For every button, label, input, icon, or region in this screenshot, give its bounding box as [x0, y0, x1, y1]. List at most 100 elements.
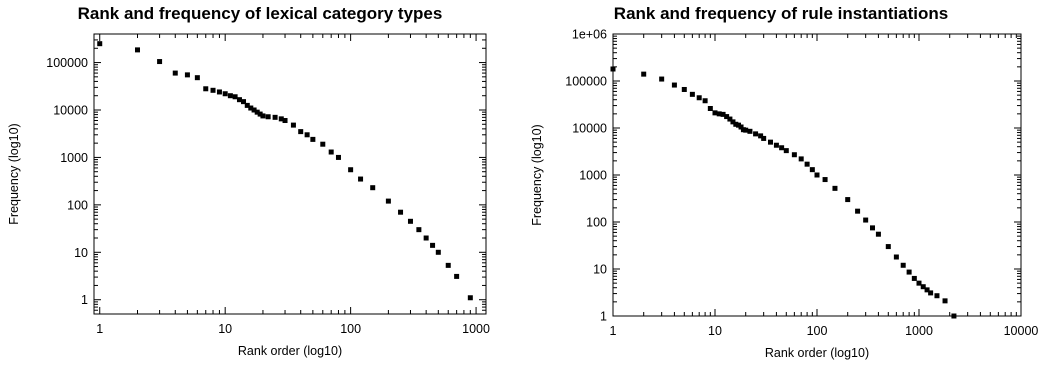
data-point [241, 99, 247, 105]
y-axis-label: Frequency (log10) [530, 124, 544, 225]
data-point [869, 225, 875, 231]
data-point [727, 116, 733, 122]
data-point [911, 275, 917, 281]
data-point [712, 110, 718, 116]
data-point [716, 111, 722, 117]
data-point [671, 82, 677, 88]
data-point [900, 262, 906, 268]
data-point [832, 185, 838, 191]
y-tick-label: 1000 [579, 169, 607, 183]
y-tick-label: 10000 [53, 103, 88, 117]
x-tick-label: 10000 [1004, 324, 1039, 338]
scatter-plot-lexical: 1 10 100 1000 1 10 100 1000 10000 100000 Rank orde… [7, 33, 490, 358]
data-point [893, 254, 899, 260]
data-point [942, 298, 948, 304]
data-point [689, 91, 695, 97]
data-point [385, 198, 391, 204]
data-point [707, 105, 713, 111]
x-tick-label: 10 [218, 322, 232, 336]
data-point [863, 217, 869, 223]
data-point [779, 145, 785, 151]
data-point [210, 87, 216, 93]
x-tick-label: 1000 [462, 322, 490, 336]
data-point [924, 287, 930, 293]
scatter-plot-rules: 1 10 100 1000 10000 1 10 100 1000 10000 100000 1e+0… [530, 28, 1039, 361]
data-point [260, 113, 266, 119]
data-point [747, 128, 753, 134]
y-tick-label: 100 [67, 198, 88, 212]
data-point [916, 280, 922, 286]
data-point [814, 172, 820, 178]
data-point [97, 41, 103, 47]
data-point [783, 148, 789, 154]
y-tick-label: 10000 [572, 122, 607, 136]
data-point [681, 86, 687, 92]
data-point [696, 95, 702, 101]
data-point [282, 118, 288, 124]
data-point [906, 269, 912, 275]
y-tick-label: 10 [74, 246, 88, 260]
data-point [203, 86, 209, 92]
data-point [236, 97, 242, 103]
data-point [335, 154, 341, 160]
data-point [743, 127, 749, 133]
y-tick-label: 10 [593, 263, 607, 277]
data-point [254, 109, 260, 115]
data-point [248, 105, 254, 111]
chart-title: Rank and frequency of lexical category t… [77, 4, 443, 23]
x-tick-label: 100 [807, 324, 828, 338]
data-point [398, 209, 404, 215]
data-point [320, 141, 326, 147]
y-tick-label: 100000 [46, 56, 88, 70]
data-point [702, 98, 708, 104]
data-point [934, 293, 940, 299]
y-tick-label: 1 [81, 293, 88, 307]
data-point [875, 231, 881, 237]
data-point [157, 59, 163, 65]
data-point [265, 114, 271, 120]
data-point [348, 167, 354, 173]
data-point [730, 119, 736, 125]
data-point [804, 161, 810, 167]
data-point [738, 124, 744, 130]
data-point [184, 72, 190, 78]
data-point [304, 132, 310, 138]
data-point [767, 139, 773, 145]
data-point [641, 71, 647, 77]
y-tick-label: 1000 [60, 151, 88, 165]
data-point [467, 295, 473, 301]
chart-panel-left: Rank and frequency of lexical category t… [0, 0, 520, 366]
data-point [773, 142, 779, 148]
data-point [758, 133, 764, 139]
data-point [244, 102, 250, 108]
data-point [416, 227, 422, 233]
data-point [227, 93, 233, 99]
y-tick-label: 100000 [565, 75, 607, 89]
x-tick-label: 1 [96, 322, 103, 336]
data-point [724, 114, 730, 120]
data-point [172, 70, 178, 76]
data-point [370, 185, 376, 191]
data-point [454, 273, 460, 279]
data-point [761, 135, 767, 141]
data-point [194, 75, 200, 81]
x-axis-label: Rank order (log10) [238, 344, 342, 358]
x-tick-label: 1000 [905, 324, 933, 338]
data-point [298, 129, 304, 135]
data-point [430, 242, 436, 248]
data-point [920, 284, 926, 290]
data-point [809, 167, 815, 173]
data-point [251, 107, 257, 113]
data-point [928, 290, 934, 296]
data-point [659, 76, 665, 82]
x-tick-label: 10 [708, 324, 722, 338]
data-point [445, 262, 451, 268]
data-point [257, 111, 263, 117]
data-point [328, 149, 334, 155]
data-point [310, 136, 316, 142]
data-point [845, 197, 851, 203]
data-point [135, 47, 141, 53]
data-point [720, 111, 726, 117]
data-point [290, 122, 296, 128]
data-point [423, 235, 429, 241]
